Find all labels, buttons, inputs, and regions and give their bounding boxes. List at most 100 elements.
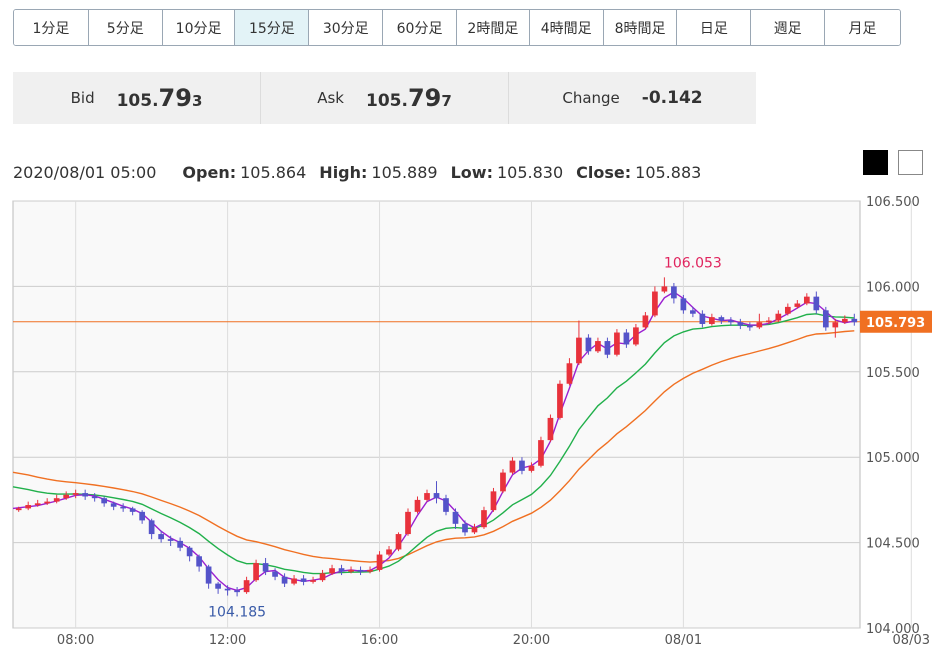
candle [576, 320, 582, 365]
candle-body [234, 590, 240, 593]
timeframe-button-11[interactable]: 月足 [825, 10, 900, 45]
candle [595, 337, 601, 354]
candle-body [72, 493, 79, 495]
candle [481, 506, 487, 529]
candle [72, 489, 79, 499]
candle [291, 575, 297, 586]
bid-small-digit: 3 [191, 92, 203, 110]
timeframe-button-5[interactable]: 60分足 [383, 10, 457, 45]
candle-body [15, 508, 22, 511]
candle [671, 282, 677, 304]
timeframe-button-4[interactable]: 30分足 [309, 10, 384, 45]
timeframe-button-10[interactable]: 週足 [751, 10, 826, 45]
candle-body [642, 315, 649, 328]
candle [253, 559, 259, 582]
high-label: High: [319, 162, 368, 182]
y-tick-label: 104.000 [866, 622, 920, 637]
candle-body [462, 523, 468, 533]
candle-body [34, 503, 41, 506]
candle-body [671, 286, 677, 299]
candle-body [101, 498, 108, 504]
candle [357, 566, 364, 576]
timeframe-button-3[interactable]: 15分足 [235, 10, 310, 45]
y-tick-label: 105.000 [866, 451, 920, 466]
candle [614, 329, 620, 357]
candle-body [300, 578, 307, 582]
candle [424, 489, 430, 502]
current-price-label: 105.793 [866, 316, 925, 331]
x-tick-label: 08/03 [893, 633, 930, 648]
candle [53, 494, 60, 504]
candle [509, 457, 516, 475]
candle [414, 496, 421, 514]
candle-body [680, 298, 687, 311]
candle [386, 546, 392, 557]
candle [709, 313, 715, 326]
candle-body [652, 291, 658, 316]
candle-body [765, 320, 772, 323]
candle [652, 286, 658, 318]
quote-panel: Bid 105.793 Ask 105.797 Change -0.142 [13, 72, 756, 124]
change-cell: Change -0.142 [509, 72, 756, 124]
candle [841, 315, 848, 324]
candle [25, 501, 32, 511]
candle-body [376, 554, 383, 570]
candle [728, 317, 734, 326]
candle-body [186, 547, 193, 557]
candle-body [243, 580, 250, 593]
candle [690, 306, 696, 318]
candle-body [272, 571, 278, 577]
candle-body [585, 337, 592, 352]
candle [405, 508, 411, 536]
candle-body [614, 332, 620, 355]
candle-body [784, 306, 791, 314]
candle-body [519, 460, 525, 471]
timeframe-button-7[interactable]: 4時間足 [529, 10, 604, 45]
candle [490, 487, 497, 512]
bid-label: Bid [70, 89, 95, 107]
candle-body [595, 341, 601, 352]
light-theme-toggle[interactable] [898, 150, 923, 175]
y-tick-label: 106.000 [866, 280, 920, 295]
timeframe-button-6[interactable]: 2時間足 [456, 10, 530, 45]
candle [642, 312, 649, 330]
candle [186, 546, 193, 562]
candle-body [509, 460, 516, 473]
candle [300, 575, 307, 586]
candle [528, 462, 535, 473]
candle-body [357, 569, 364, 572]
ma-mid-line [12, 313, 855, 575]
open-value: 105.864 [240, 162, 307, 182]
candle-body [177, 540, 183, 548]
timeframe-button-9[interactable]: 日足 [677, 10, 752, 45]
candlestick-chart[interactable]: 105.793 106.053 104.185 106.500 106.000 105… [0, 195, 942, 657]
current-price-tag [860, 310, 932, 333]
timeframe-button-2[interactable]: 10分足 [162, 10, 236, 45]
candle [376, 551, 383, 572]
dark-theme-toggle[interactable] [863, 150, 888, 175]
candle-body [576, 337, 582, 364]
change-label: Change [562, 89, 620, 107]
candle-body [566, 363, 573, 384]
candle-body [110, 503, 117, 507]
candle [234, 587, 240, 597]
timeframe-button-0[interactable]: 1分足 [14, 10, 89, 45]
timeframe-button-1[interactable]: 5分足 [88, 10, 163, 45]
candle [167, 535, 174, 547]
candle-body [129, 508, 136, 512]
candle [822, 306, 829, 331]
candle [34, 499, 41, 507]
x-tick-label: 20:00 [513, 633, 550, 648]
candle [348, 566, 354, 574]
candle-body [386, 549, 392, 555]
candle-body [215, 583, 221, 589]
candle [585, 334, 592, 355]
candle [794, 300, 801, 309]
candle-body [348, 569, 354, 572]
candle [718, 315, 725, 324]
ask-small-digit: 7 [441, 92, 452, 110]
timeframe-button-8[interactable]: 8時間足 [603, 10, 678, 45]
ohlc-datetime: 2020/08/01 05:00 [13, 162, 157, 182]
candle [281, 573, 288, 588]
candle-body [414, 499, 421, 512]
